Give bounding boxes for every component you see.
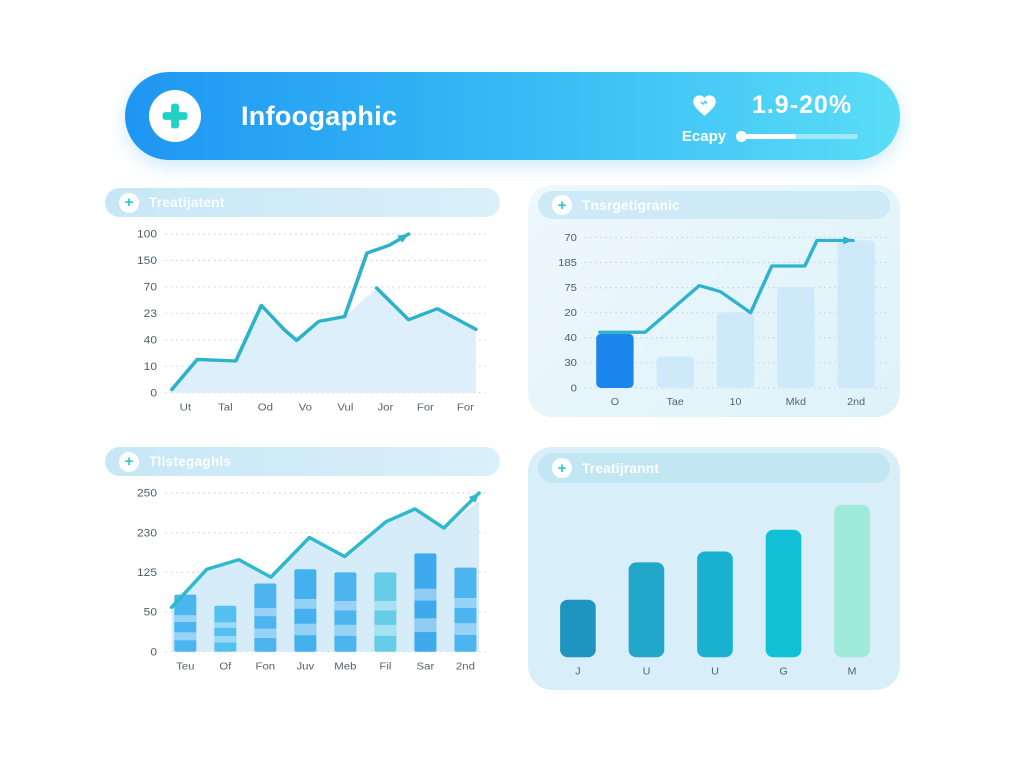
svg-text:185: 185 — [558, 257, 577, 268]
svg-text:40: 40 — [144, 335, 157, 346]
svg-text:0: 0 — [571, 383, 577, 394]
progress-bar — [736, 130, 858, 142]
panel-top-left-title: Treatijatent — [149, 195, 225, 210]
svg-text:2nd: 2nd — [456, 661, 475, 672]
plus-icon: + — [552, 458, 572, 478]
svg-text:0: 0 — [150, 647, 157, 658]
svg-text:Vul: Vul — [337, 402, 353, 413]
svg-text:70: 70 — [564, 232, 577, 243]
svg-text:Teu: Teu — [176, 661, 194, 672]
svg-text:0: 0 — [150, 388, 157, 399]
svg-text:10: 10 — [730, 397, 742, 407]
plus-icon: + — [119, 451, 139, 472]
panel-bottom-right: + Treatijrannt J U U G M — [528, 447, 900, 690]
panel-top-left-header: + Treatijatent — [105, 188, 500, 217]
page-title: Infoogaphic — [241, 100, 398, 131]
svg-text:Mkd: Mkd — [786, 397, 807, 407]
svg-text:230: 230 — [137, 528, 157, 539]
bar-line-chart-top-right: 70 185 75 20 40 30 0 O Tae 10 Mkd 2nd — [558, 232, 887, 408]
svg-text:20: 20 — [564, 308, 577, 319]
panel-bottom-right-title: Treatijrannt — [582, 460, 660, 476]
svg-text:10: 10 — [144, 361, 157, 372]
heart-icon — [676, 93, 732, 118]
svg-text:Tae: Tae — [667, 397, 685, 407]
svg-text:O: O — [611, 397, 619, 407]
svg-text:Meb: Meb — [334, 661, 356, 672]
medical-cross-icon — [149, 90, 201, 142]
svg-text:U: U — [643, 667, 651, 678]
svg-text:Vo: Vo — [299, 402, 312, 413]
svg-text:Fon: Fon — [255, 661, 275, 672]
progress-knob — [736, 130, 747, 142]
svg-text:Jor: Jor — [377, 402, 393, 413]
svg-text:30: 30 — [564, 358, 577, 369]
svg-text:G: G — [779, 667, 787, 678]
stacked-bar-line-chart-bottom-left: 250 230 125 50 0 Teu Of Fon Juv Meb Fil Sar 2nd — [137, 488, 486, 672]
plus-icon: + — [119, 192, 139, 213]
svg-text:For: For — [417, 402, 435, 413]
svg-text:125: 125 — [137, 567, 157, 578]
panel-bottom-left-title: Tllstegaghls — [149, 454, 232, 469]
plus-icon: + — [552, 195, 572, 215]
svg-text:Tal: Tal — [218, 402, 233, 413]
svg-text:75: 75 — [564, 282, 577, 293]
panel-top-right: + Tnsrgetigranic 70 185 75 20 40 30 0 O Tae 10 Mkd… — [528, 185, 900, 417]
panel-top-left: + Treatijatent 100 150 70 23 40 10 0 Ut Tal Od Vo V… — [105, 188, 500, 418]
header-banner: Infoogaphic 1.9-20% Ecapy — [125, 72, 900, 160]
svg-text:Sar: Sar — [417, 661, 435, 672]
svg-text:2nd: 2nd — [847, 397, 865, 407]
svg-text:40: 40 — [564, 333, 577, 344]
panel-bottom-left-header: + Tllstegaghls — [105, 447, 500, 476]
stat-value: 1.9-20% — [751, 90, 853, 119]
panel-top-right-header: + Tnsrgetigranic — [538, 191, 890, 219]
svg-text:M: M — [848, 667, 857, 678]
svg-text:Fil: Fil — [379, 661, 391, 672]
svg-text:50: 50 — [144, 607, 157, 618]
svg-text:For: For — [457, 402, 475, 413]
svg-text:250: 250 — [137, 488, 157, 499]
svg-text:U: U — [711, 667, 719, 678]
panel-top-right-title: Tnsrgetigranic — [582, 197, 680, 213]
panel-bottom-right-header: + Treatijrannt — [538, 453, 890, 483]
svg-text:150: 150 — [137, 256, 157, 267]
svg-text:Of: Of — [219, 661, 232, 672]
svg-text:Juv: Juv — [296, 661, 314, 672]
cross-icon — [162, 103, 188, 129]
svg-text:J: J — [575, 667, 580, 678]
svg-text:70: 70 — [144, 282, 157, 293]
svg-text:Od: Od — [258, 402, 273, 413]
svg-text:23: 23 — [144, 308, 157, 319]
banner-stats: 1.9-20% Ecapy — [676, 89, 866, 147]
svg-text:Ut: Ut — [180, 402, 191, 413]
panel-bottom-left: + Tllstegaghls 250 230 125 50 0 Teu Of Fon Juv Me… — [105, 447, 500, 677]
svg-text:100: 100 — [137, 229, 157, 240]
stat-label: Ecapy — [681, 127, 727, 145]
progress-fill — [738, 133, 796, 139]
